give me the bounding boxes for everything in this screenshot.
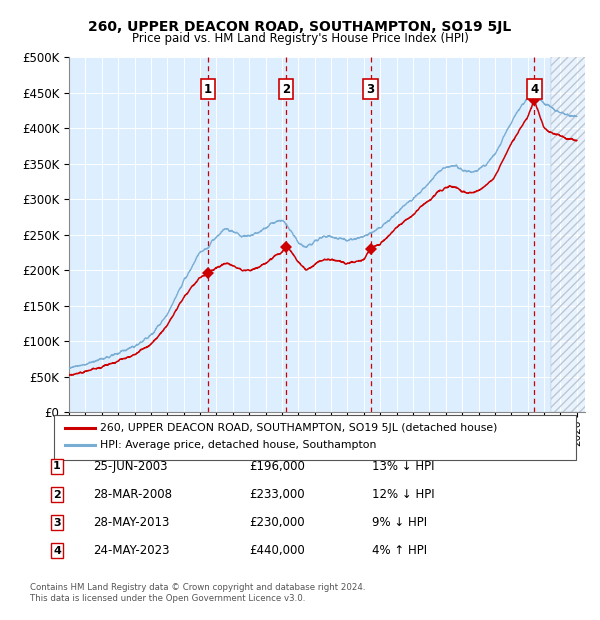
Text: 1: 1	[53, 461, 61, 471]
Text: £233,000: £233,000	[249, 489, 305, 501]
Text: £230,000: £230,000	[249, 516, 305, 529]
Text: Contains HM Land Registry data © Crown copyright and database right 2024.: Contains HM Land Registry data © Crown c…	[30, 583, 365, 592]
Bar	[551, 57, 600, 412]
Text: 24-MAY-2023: 24-MAY-2023	[93, 544, 170, 557]
Text: 9% ↓ HPI: 9% ↓ HPI	[372, 516, 427, 529]
Text: 4: 4	[53, 546, 61, 556]
Text: 4% ↑ HPI: 4% ↑ HPI	[372, 544, 427, 557]
Text: 28-MAY-2013: 28-MAY-2013	[93, 516, 169, 529]
Text: 3: 3	[367, 82, 374, 95]
Text: £196,000: £196,000	[249, 460, 305, 472]
Bar	[551, 57, 600, 412]
Text: 4: 4	[530, 82, 538, 95]
Text: £440,000: £440,000	[249, 544, 305, 557]
Text: This data is licensed under the Open Government Licence v3.0.: This data is licensed under the Open Gov…	[30, 594, 305, 603]
Text: 260, UPPER DEACON ROAD, SOUTHAMPTON, SO19 5JL (detached house): 260, UPPER DEACON ROAD, SOUTHAMPTON, SO1…	[100, 423, 497, 433]
Bar	[551, 57, 600, 412]
Text: 2: 2	[53, 490, 61, 500]
Text: Price paid vs. HM Land Registry's House Price Index (HPI): Price paid vs. HM Land Registry's House …	[131, 32, 469, 45]
Text: 28-MAR-2008: 28-MAR-2008	[93, 489, 172, 501]
Text: HPI: Average price, detached house, Southampton: HPI: Average price, detached house, Sout…	[100, 440, 376, 450]
Text: 2: 2	[282, 82, 290, 95]
Text: 12% ↓ HPI: 12% ↓ HPI	[372, 489, 434, 501]
Text: 260, UPPER DEACON ROAD, SOUTHAMPTON, SO19 5JL: 260, UPPER DEACON ROAD, SOUTHAMPTON, SO1…	[88, 20, 512, 34]
Text: 25-JUN-2003: 25-JUN-2003	[93, 460, 167, 472]
Text: 1: 1	[204, 82, 212, 95]
Text: 13% ↓ HPI: 13% ↓ HPI	[372, 460, 434, 472]
Text: 3: 3	[53, 518, 61, 528]
